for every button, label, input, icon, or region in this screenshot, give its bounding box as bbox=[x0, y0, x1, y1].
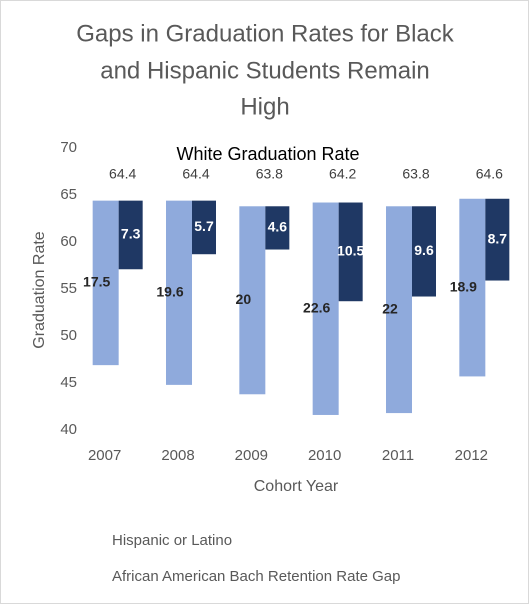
data-label: 20 bbox=[236, 291, 252, 307]
reference-label: 63.8 bbox=[402, 166, 429, 182]
reference-label: 64.6 bbox=[476, 166, 503, 182]
bar bbox=[118, 200, 143, 270]
legend-entry: Hispanic or Latino bbox=[112, 532, 232, 549]
y-tick-label: 55 bbox=[60, 280, 77, 297]
y-tick-label: 60 bbox=[60, 233, 77, 250]
legend-entry: African American Bach Retention Rate Gap bbox=[112, 568, 401, 585]
chart-title: and Hispanic Students Remain bbox=[100, 57, 430, 84]
x-tick-label: 2007 bbox=[88, 447, 121, 464]
bar bbox=[312, 202, 339, 415]
y-tick-label: 50 bbox=[60, 327, 77, 344]
bar bbox=[92, 200, 119, 366]
bar bbox=[265, 206, 290, 250]
reference-label: 64.4 bbox=[182, 166, 209, 182]
data-label: 5.7 bbox=[194, 218, 214, 234]
data-label: 22 bbox=[382, 300, 398, 316]
bar bbox=[338, 202, 363, 302]
bar bbox=[192, 200, 216, 255]
data-label: 19.6 bbox=[156, 283, 183, 299]
data-label: 8.7 bbox=[488, 230, 508, 246]
bar bbox=[485, 198, 510, 281]
x-tick-label: 2011 bbox=[382, 447, 414, 464]
bar bbox=[386, 206, 412, 414]
x-tick-label: 2012 bbox=[455, 447, 488, 464]
bar bbox=[239, 206, 266, 395]
annotation: White Graduation Rate bbox=[176, 144, 359, 164]
bar bbox=[459, 198, 486, 377]
reference-label: 64.4 bbox=[109, 166, 136, 182]
y-tick-label: 45 bbox=[60, 374, 77, 391]
data-label: 18.9 bbox=[450, 278, 477, 294]
reference-label: 64.2 bbox=[329, 166, 356, 182]
data-label: 22.6 bbox=[303, 299, 330, 315]
chart-title: High bbox=[240, 93, 289, 120]
y-tick-label: 65 bbox=[60, 186, 77, 203]
data-label: 17.5 bbox=[83, 274, 110, 290]
y-tick-label: 40 bbox=[60, 421, 77, 438]
data-label: 7.3 bbox=[121, 226, 141, 242]
bar bbox=[412, 206, 436, 297]
x-tick-label: 2008 bbox=[161, 447, 194, 464]
x-axis-title: Cohort Year bbox=[254, 478, 339, 495]
chart-title: Gaps in Graduation Rates for Black bbox=[76, 20, 455, 47]
y-tick-label: 70 bbox=[60, 139, 77, 156]
data-label: 10.5 bbox=[337, 243, 364, 259]
data-label: 4.6 bbox=[268, 219, 288, 235]
data-label: 9.6 bbox=[414, 242, 434, 258]
x-tick-label: 2010 bbox=[308, 447, 341, 464]
y-axis-title: Graduation Rate bbox=[31, 231, 48, 349]
x-tick-label: 2009 bbox=[235, 447, 268, 464]
bar bbox=[166, 200, 192, 385]
reference-label: 63.8 bbox=[256, 166, 283, 182]
